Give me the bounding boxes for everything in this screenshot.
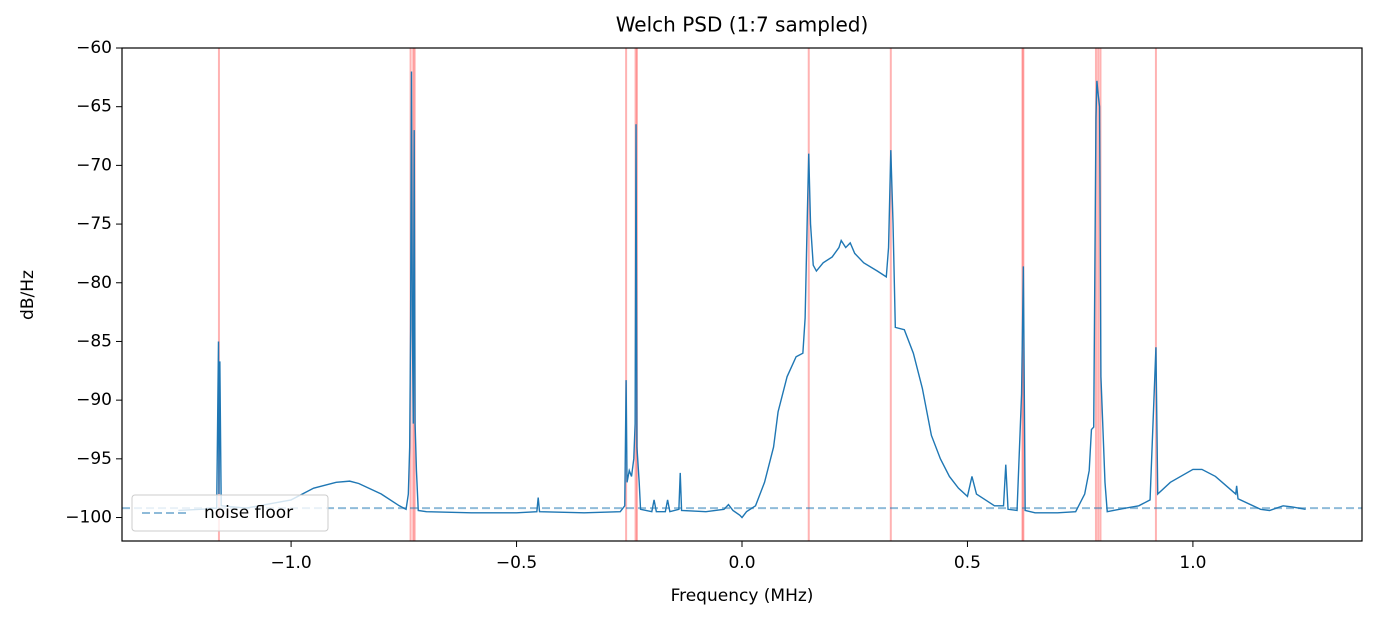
y-axis-label: dB/Hz [18, 270, 38, 320]
y-tick-label: −60 [76, 38, 112, 58]
psd-line [178, 71, 1306, 519]
axes-frame [121, 47, 1363, 542]
y-tick-label: −65 [76, 97, 112, 117]
legend-box [131, 494, 329, 532]
plot-area [122, 48, 1362, 541]
y-tick-label: −90 [76, 390, 112, 410]
x-tick-label: −0.5 [496, 553, 537, 573]
y-tick-label: −85 [76, 331, 112, 351]
y-tick-label: −80 [76, 273, 112, 293]
y-tick-label: −75 [76, 214, 112, 234]
x-tick-label: 1.0 [1179, 553, 1206, 573]
y-tick-label: −95 [76, 449, 112, 469]
y-tick-label: −100 [65, 508, 112, 528]
legend-label: noise floor [204, 503, 293, 523]
y-tick-label: −70 [76, 155, 112, 175]
x-tick-label: 0.0 [728, 553, 755, 573]
x-tick-label: 0.5 [954, 553, 981, 573]
chart-title: Welch PSD (1:7 sampled) [616, 13, 869, 37]
x-tick-label: −1.0 [270, 553, 311, 573]
x-axis-label: Frequency (MHz) [671, 586, 814, 606]
